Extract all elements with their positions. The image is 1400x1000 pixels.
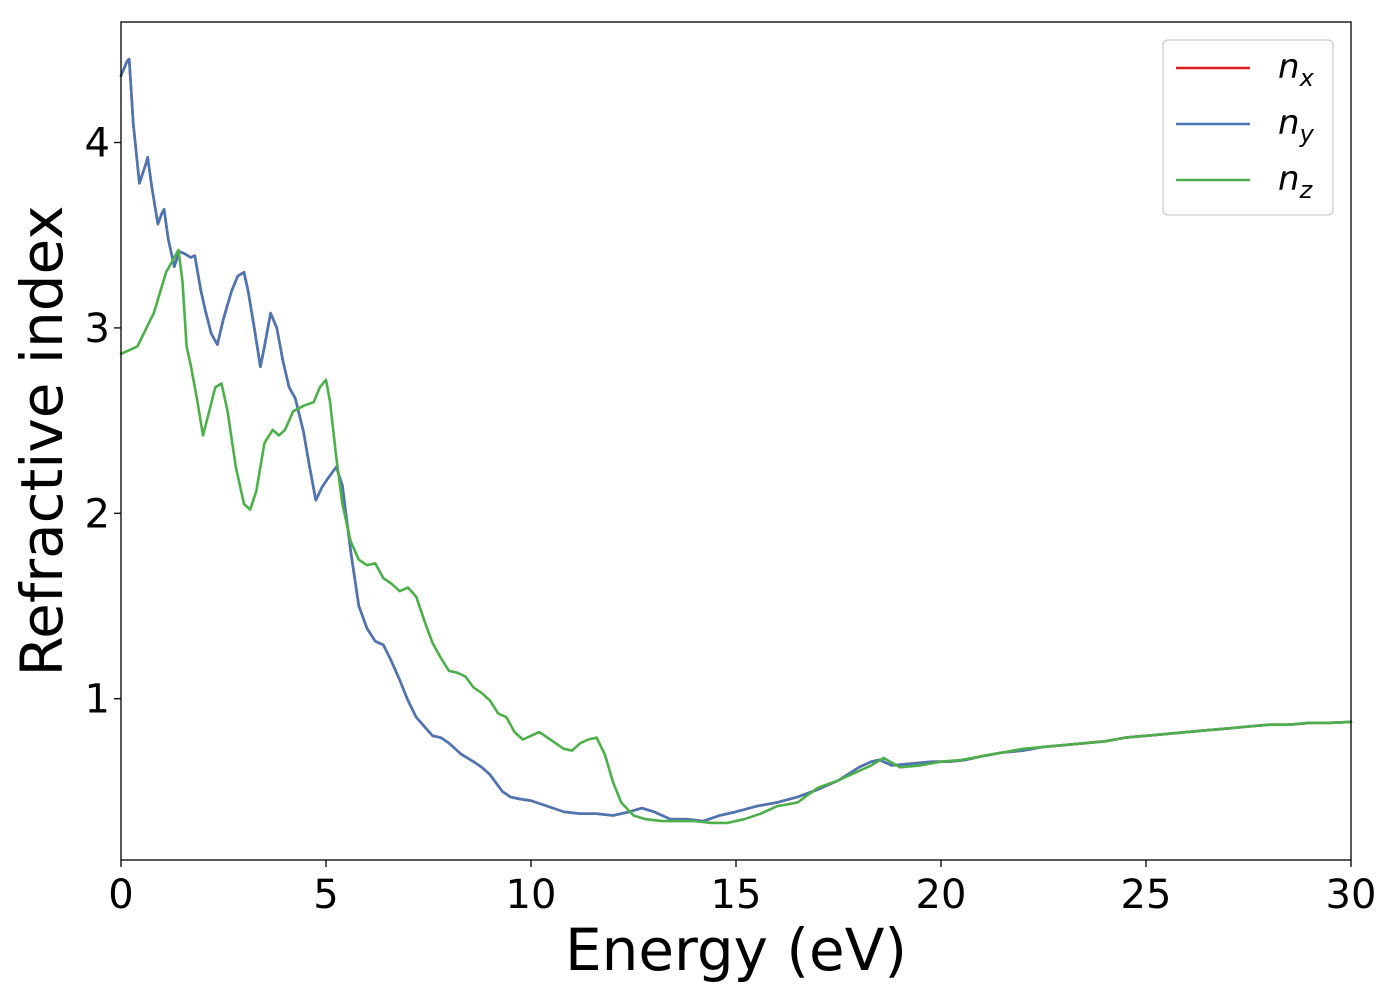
- y-axis: 1 2 3 4: [85, 121, 121, 723]
- series-layer: [119, 57, 1353, 825]
- y-tick-label: 3: [85, 306, 110, 352]
- series-line-nz: [119, 248, 1353, 825]
- legend-label-base: n: [1278, 47, 1300, 87]
- x-tick-label: 20: [916, 872, 967, 918]
- x-tick-label: 30: [1326, 872, 1377, 918]
- y-axis-title: Refractive index: [8, 205, 76, 676]
- x-tick-label: 5: [313, 872, 338, 918]
- x-tick-label: 0: [108, 872, 133, 918]
- legend-label-subscript: x: [1299, 64, 1315, 92]
- legend-box: [1162, 39, 1334, 216]
- legend-label-subscript: z: [1299, 176, 1314, 204]
- x-tick-label: 10: [506, 872, 557, 918]
- x-tick-label: 25: [1121, 872, 1172, 918]
- legend-label-subscript: y: [1299, 120, 1315, 148]
- x-axis-title: Energy (eV): [565, 916, 907, 984]
- legend-label-ny: ny: [1278, 103, 1315, 148]
- x-tick-label: 15: [711, 872, 762, 918]
- legend-label-base: n: [1278, 159, 1300, 199]
- plot-background: [121, 22, 1351, 860]
- y-tick-label: 2: [85, 491, 110, 537]
- y-tick-label: 4: [85, 121, 110, 167]
- y-tick-label: 1: [85, 677, 110, 723]
- legend-label-nx: nx: [1278, 47, 1315, 92]
- legend-label-base: n: [1278, 103, 1300, 143]
- x-axis: 0 5 10 15 20 25 30: [108, 860, 1376, 918]
- legend-label-nz: nz: [1278, 159, 1314, 204]
